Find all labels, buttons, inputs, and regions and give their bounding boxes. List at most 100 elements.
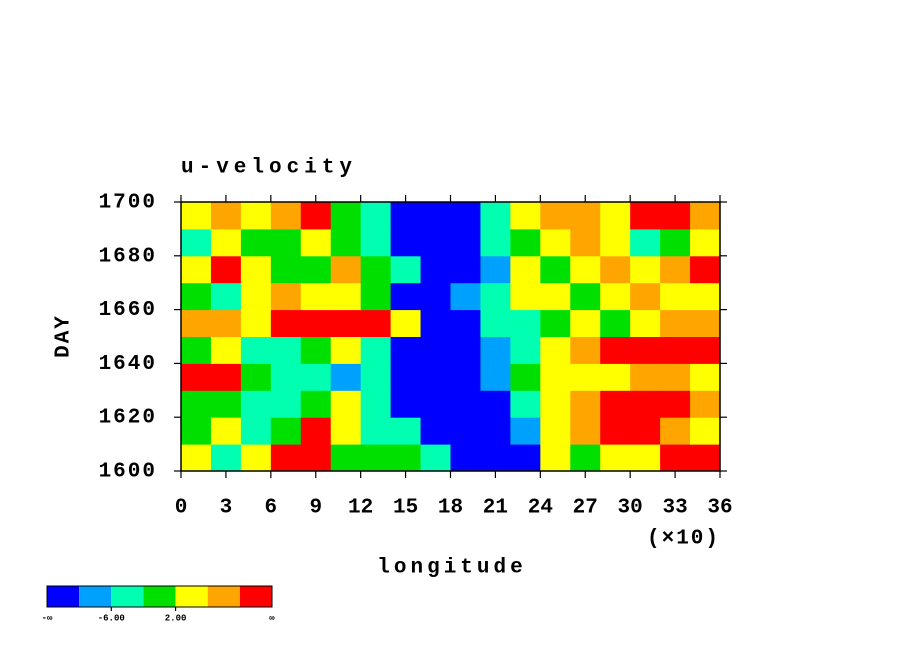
cell <box>450 255 481 284</box>
cell <box>240 255 272 284</box>
cell <box>450 228 481 257</box>
cell <box>480 336 511 364</box>
cell <box>660 444 691 472</box>
cell <box>390 255 422 284</box>
colorbar-swatch <box>175 586 208 607</box>
cell <box>420 444 451 472</box>
cell <box>270 202 302 230</box>
cell <box>360 390 392 418</box>
cell <box>420 417 451 445</box>
cell <box>450 363 481 391</box>
cell <box>660 282 691 311</box>
y-tick-label: 1620 <box>99 407 157 430</box>
cell <box>420 282 451 311</box>
cell <box>240 202 272 230</box>
cell <box>360 417 392 445</box>
cell <box>600 255 631 284</box>
cell <box>510 363 541 391</box>
cell <box>360 309 392 337</box>
y-tick-label: 1680 <box>99 245 157 268</box>
cell <box>240 390 272 418</box>
cell <box>570 202 601 230</box>
cell <box>210 363 242 391</box>
cell <box>660 309 691 337</box>
cell <box>300 282 332 311</box>
cell <box>690 390 721 418</box>
cell <box>181 309 212 337</box>
cell <box>390 309 422 337</box>
cell <box>600 390 631 418</box>
y-tick-label: 1660 <box>99 299 157 322</box>
cell <box>660 336 691 364</box>
cell <box>600 417 631 445</box>
colorbar-swatch <box>47 586 80 607</box>
cell <box>330 255 362 284</box>
cell <box>450 417 481 445</box>
cell <box>660 228 691 257</box>
cell <box>600 444 631 472</box>
cell <box>450 282 481 311</box>
cell <box>540 363 571 391</box>
cell <box>210 417 242 445</box>
cell <box>480 363 511 391</box>
cell <box>600 202 631 230</box>
cell <box>420 363 451 391</box>
cell <box>690 309 721 337</box>
y-axis-label: DAY <box>53 314 76 358</box>
cell <box>360 336 392 364</box>
cell <box>570 390 601 418</box>
x-tick-label: 12 <box>348 497 373 520</box>
cell <box>570 309 601 337</box>
cell <box>600 228 631 257</box>
cell <box>360 255 392 284</box>
cell <box>390 202 422 230</box>
x-tick-label: 21 <box>483 497 508 520</box>
cell <box>690 202 721 230</box>
cell <box>630 336 661 364</box>
cell <box>630 309 661 337</box>
cell <box>690 363 721 391</box>
cell <box>330 336 362 364</box>
cell <box>570 363 601 391</box>
cell <box>510 336 541 364</box>
cell <box>181 202 212 230</box>
cell <box>300 363 332 391</box>
cell <box>510 202 541 230</box>
chart-title: u-velocity <box>181 157 357 180</box>
cell <box>570 255 601 284</box>
cell <box>480 202 511 230</box>
x-axis-label: longitude <box>377 557 526 580</box>
cell <box>690 282 721 311</box>
x-tick-label: 6 <box>265 497 278 520</box>
cell <box>540 309 571 337</box>
cell <box>300 336 332 364</box>
cell <box>300 202 332 230</box>
cell <box>540 282 571 311</box>
cell <box>210 282 242 311</box>
x-tick-label: 15 <box>393 497 418 520</box>
cell <box>181 417 212 445</box>
cell <box>181 336 212 364</box>
cell <box>360 202 392 230</box>
cell <box>270 255 302 284</box>
cell <box>630 390 661 418</box>
cell <box>540 417 571 445</box>
cell <box>630 417 661 445</box>
cell <box>300 390 332 418</box>
cell <box>390 417 422 445</box>
x-tick-label: 30 <box>618 497 643 520</box>
cell <box>480 282 511 311</box>
cell <box>630 444 661 472</box>
cell <box>270 417 302 445</box>
cell <box>660 202 691 230</box>
x-multiplier: (×10) <box>647 528 720 551</box>
cell <box>420 228 451 257</box>
cell <box>630 255 661 284</box>
cell <box>270 363 302 391</box>
y-tick-label: 1600 <box>99 461 157 484</box>
cell <box>240 309 272 337</box>
cell <box>240 282 272 311</box>
cell <box>210 202 242 230</box>
cell <box>630 228 661 257</box>
cell <box>510 417 541 445</box>
